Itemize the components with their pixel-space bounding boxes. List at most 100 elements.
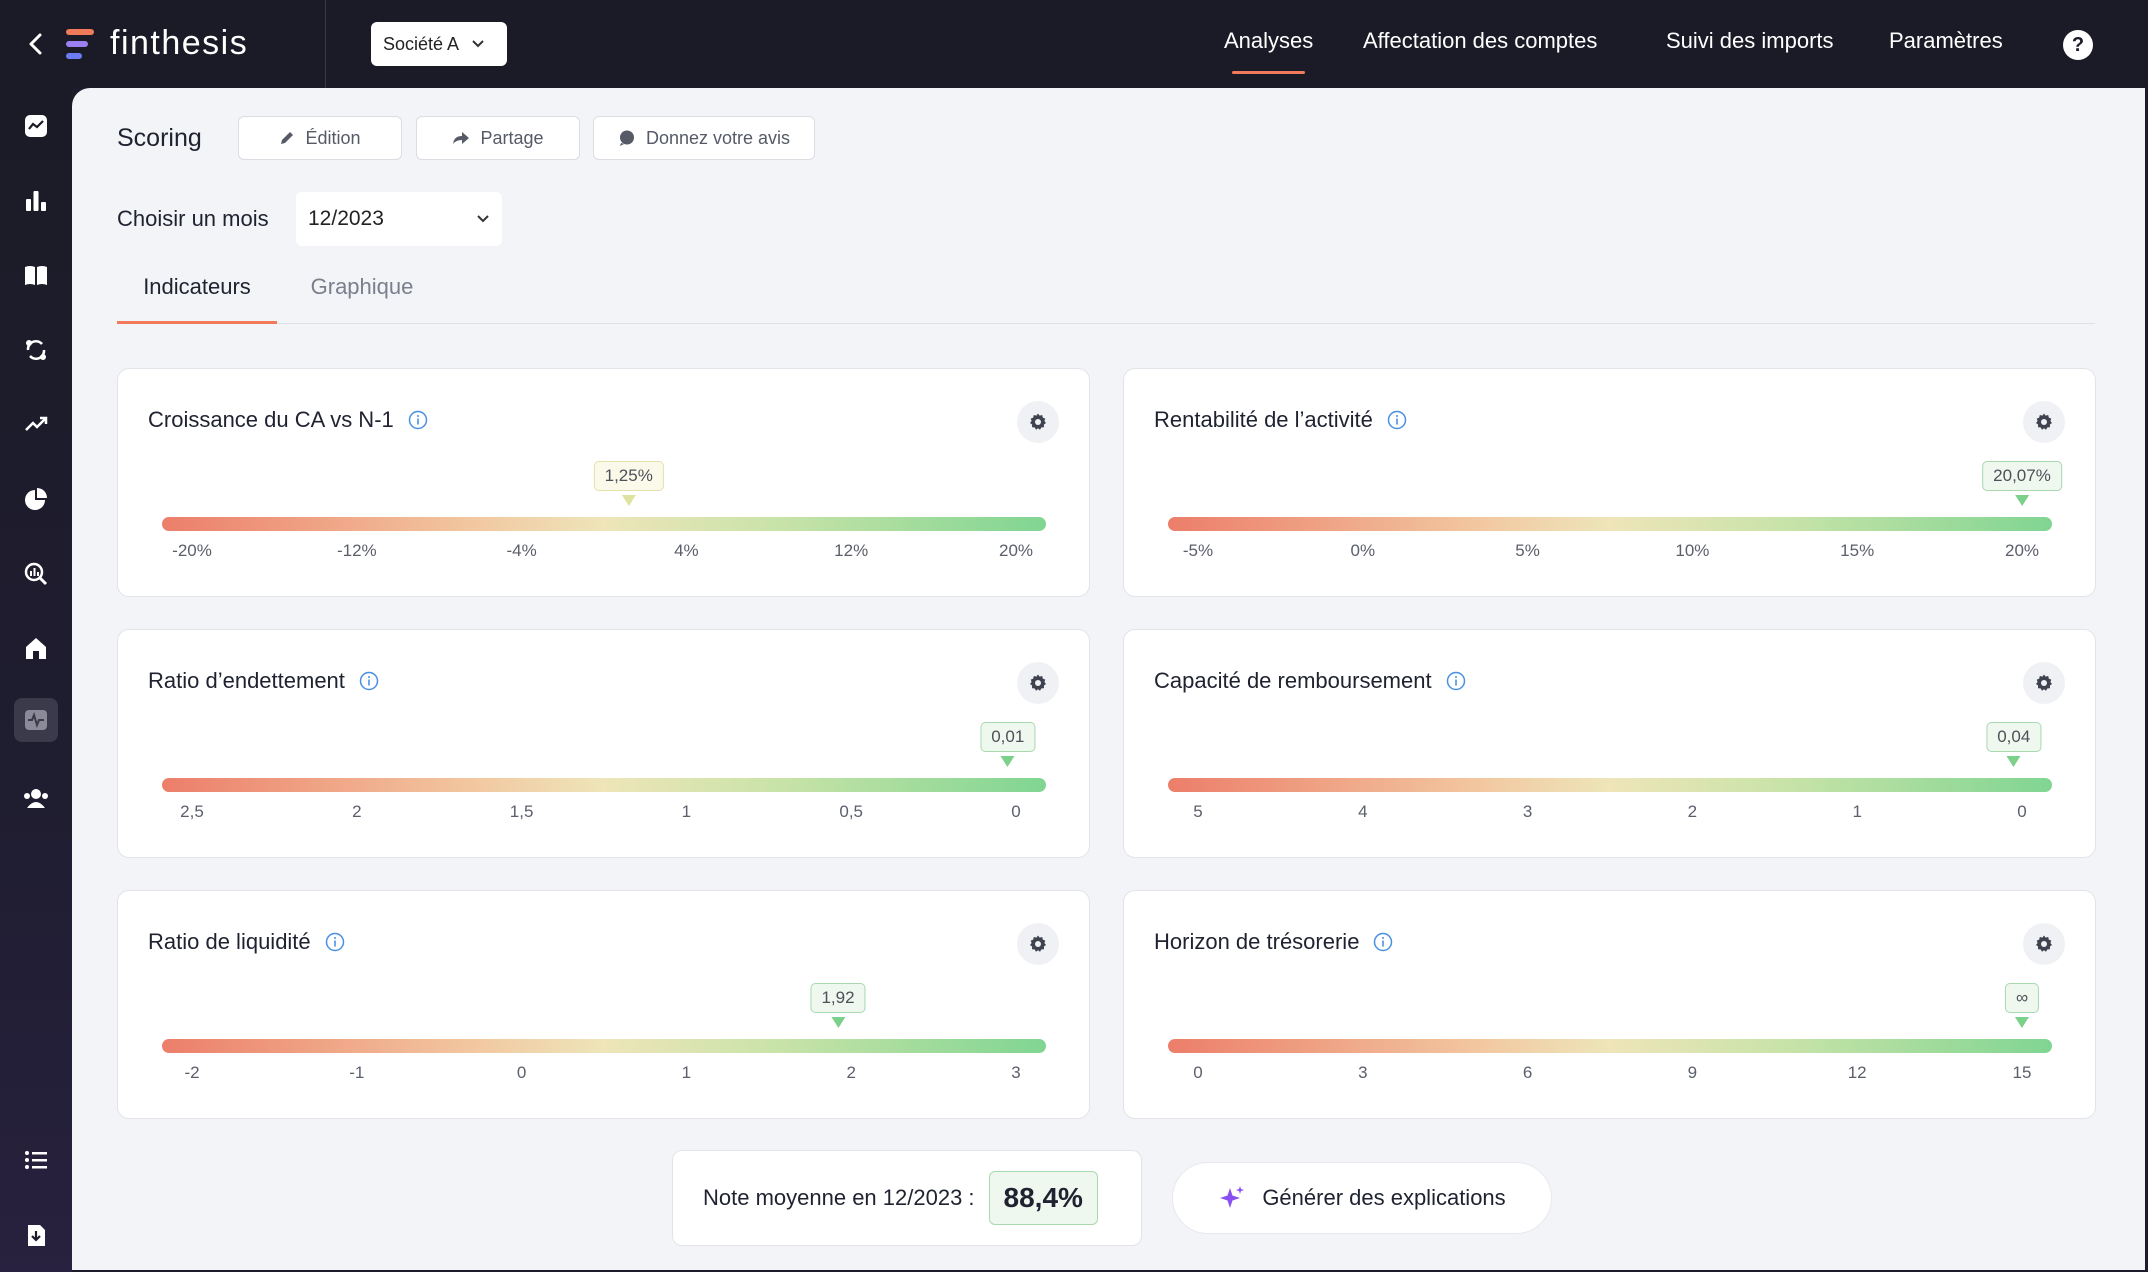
indicator-value-label: 1,92 (810, 983, 866, 1013)
indicator-value-label: 0,04 (1986, 722, 2042, 752)
tab-indicateurs[interactable]: Indicateurs (117, 274, 277, 324)
info-icon[interactable] (359, 671, 379, 691)
indicator-settings-button[interactable] (1017, 401, 1059, 443)
indicator-title: Ratio d’endettement (148, 668, 379, 694)
gauge-tick-label: 5 (1193, 802, 1203, 821)
sidebar-item-book[interactable] (18, 257, 54, 293)
indicator-settings-button[interactable] (1017, 662, 1059, 704)
chevron-down-icon (472, 40, 484, 48)
sidebar-item-dashboard[interactable] (18, 108, 54, 144)
feedback-button-label: Donnez votre avis (645, 127, 791, 148)
indicator-settings-button[interactable] (1017, 923, 1059, 965)
gauge-tick-label: -12% (336, 541, 377, 560)
info-icon[interactable] (1373, 932, 1393, 952)
list-icon (25, 1151, 47, 1169)
nav-analyses[interactable]: Analyses (1224, 28, 1314, 74)
sidebar-item-users[interactable] (18, 780, 54, 816)
gauge-tick-label: 2 (352, 802, 362, 821)
indicator-value-marker: 1,25% (593, 461, 664, 506)
gauge-tick-label: 1 (681, 802, 692, 821)
gauge-tick-label: 15% (1840, 541, 1875, 560)
generate-explanations-label: Générer des explications (1262, 1185, 1506, 1210)
main-nav: Analyses Affectation des comptes Suivi d… (0, 28, 2148, 74)
download-icon (28, 1225, 45, 1246)
indicator-settings-button[interactable] (2023, 923, 2065, 965)
tab-graphique[interactable]: Graphique (310, 274, 414, 299)
gauge-tick-label: 3 (1522, 802, 1533, 821)
share-button[interactable]: Partage (416, 116, 580, 160)
edit-button[interactable]: Édition (238, 116, 402, 160)
gauge-tick-label: 3 (1358, 1063, 1368, 1082)
info-icon[interactable] (1446, 671, 1466, 691)
gauge-tick-label: -5% (1182, 541, 1214, 560)
gauge-tick-label: -2 (184, 1063, 200, 1082)
info-icon[interactable] (325, 932, 345, 952)
indicator-gauge-ticks: -2 -1 0 1 2 3 (162, 1063, 1046, 1087)
gauge-tick-label: 1,5 (509, 802, 534, 821)
indicator-title-text: Rentabilité de l’activité (1154, 407, 1373, 432)
info-icon[interactable] (408, 410, 428, 430)
indicator-gauge-track (162, 1039, 1046, 1053)
indicator-value-marker: 0,04 (1986, 722, 2042, 767)
indicator-settings-button[interactable] (2023, 662, 2065, 704)
nav-parametres[interactable]: Paramètres (1889, 28, 2003, 53)
marker-arrow-icon (2006, 756, 2021, 767)
indicator-value-label: ∞ (2004, 983, 2040, 1013)
indicator-gauge-track (162, 517, 1046, 531)
top-bar: finthesis Société A Analyses Affectation… (0, 0, 2148, 88)
indicator-gauge-ticks: -20% -12% -4% 4% 12% 20% (162, 541, 1046, 565)
indicator-settings-button[interactable] (2023, 401, 2065, 443)
logo[interactable]: finthesis (66, 24, 248, 63)
indicator-gauge-ticks: 0 3 6 9 12 15 (1168, 1063, 2052, 1087)
help-icon: ? (2071, 33, 2085, 56)
indicator-gauge-ticks: 2,5 2 1,5 1 0,5 0 (162, 802, 1046, 826)
indicator-card: Ratio d’endettement 2,5 2 1,5 1 0,5 0 0,01 (117, 629, 1090, 858)
indicator-card: Ratio de liquidité -2 -1 0 1 2 3 1,92 (117, 890, 1090, 1119)
indicator-card: Horizon de trésorerie 0 3 6 9 12 15 ∞ (1123, 890, 2096, 1119)
sidebar-item-scoring[interactable] (14, 698, 58, 742)
chevron-left-icon (29, 33, 42, 55)
indicator-card: Rentabilité de l’activité -5% 0% 5% 10% 15% 20… (1123, 368, 2096, 597)
indicator-value-marker: ∞ (2004, 983, 2040, 1028)
indicator-gauge-ticks: -5% 0% 5% 10% 15% 20% (1168, 541, 2052, 565)
gauge-tick-label: 0 (1011, 802, 1021, 821)
sidebar (0, 88, 72, 1272)
sidebar-item-list[interactable] (18, 1142, 54, 1178)
nav-suivi-des-imports[interactable]: Suivi des imports (1666, 28, 1834, 53)
gauge-tick-label: 3 (1011, 1063, 1021, 1082)
gauge-tick-label: 1 (681, 1063, 692, 1082)
pencil-icon (281, 132, 294, 144)
sidebar-item-analysis[interactable] (18, 556, 54, 592)
nav-affectation-des-comptes[interactable]: Affectation des comptes (1363, 28, 1598, 53)
edit-button-label: Édition (305, 127, 361, 148)
info-icon[interactable] (1387, 410, 1407, 430)
help-button[interactable]: ? (2063, 30, 2093, 60)
indicator-title: Rentabilité de l’activité (1154, 407, 1407, 433)
indicator-title: Capacité de remboursement (1154, 668, 1466, 694)
gauge-tick-label: 0% (1350, 541, 1376, 560)
gauge-tick-label: 20% (2004, 541, 2040, 560)
pulse-icon (25, 710, 47, 730)
indicator-value-marker: 20,07% (1982, 461, 2062, 506)
gauge-tick-label: 6 (1522, 1063, 1533, 1082)
sidebar-item-home[interactable] (18, 630, 54, 666)
sidebar-item-pie[interactable] (18, 481, 54, 517)
gauge-tick-label: 0 (2017, 802, 2027, 821)
back-button[interactable] (18, 26, 54, 62)
share-button-label: Partage (480, 127, 544, 148)
sidebar-item-sync[interactable] (18, 332, 54, 368)
company-select[interactable]: Société A (371, 22, 507, 66)
gauge-tick-label: 0,5 (839, 802, 864, 821)
indicator-title-text: Ratio de liquidité (148, 929, 311, 954)
indicator-title: Horizon de trésorerie (1154, 929, 1393, 955)
generate-explanations-button[interactable]: Générer des explications (1172, 1162, 1552, 1234)
company-select-value: Société A (383, 33, 460, 54)
sidebar-item-bar-chart[interactable] (18, 182, 54, 218)
month-select[interactable]: 12/2023 (296, 192, 502, 246)
sidebar-item-trends[interactable] (18, 406, 54, 442)
pie-chart-icon (25, 488, 47, 510)
feedback-button[interactable]: Donnez votre avis (593, 116, 815, 160)
trend-up-icon (25, 416, 48, 431)
sidebar-item-import[interactable] (18, 1217, 54, 1253)
tab-bar: Indicateurs Graphique (117, 274, 2095, 324)
